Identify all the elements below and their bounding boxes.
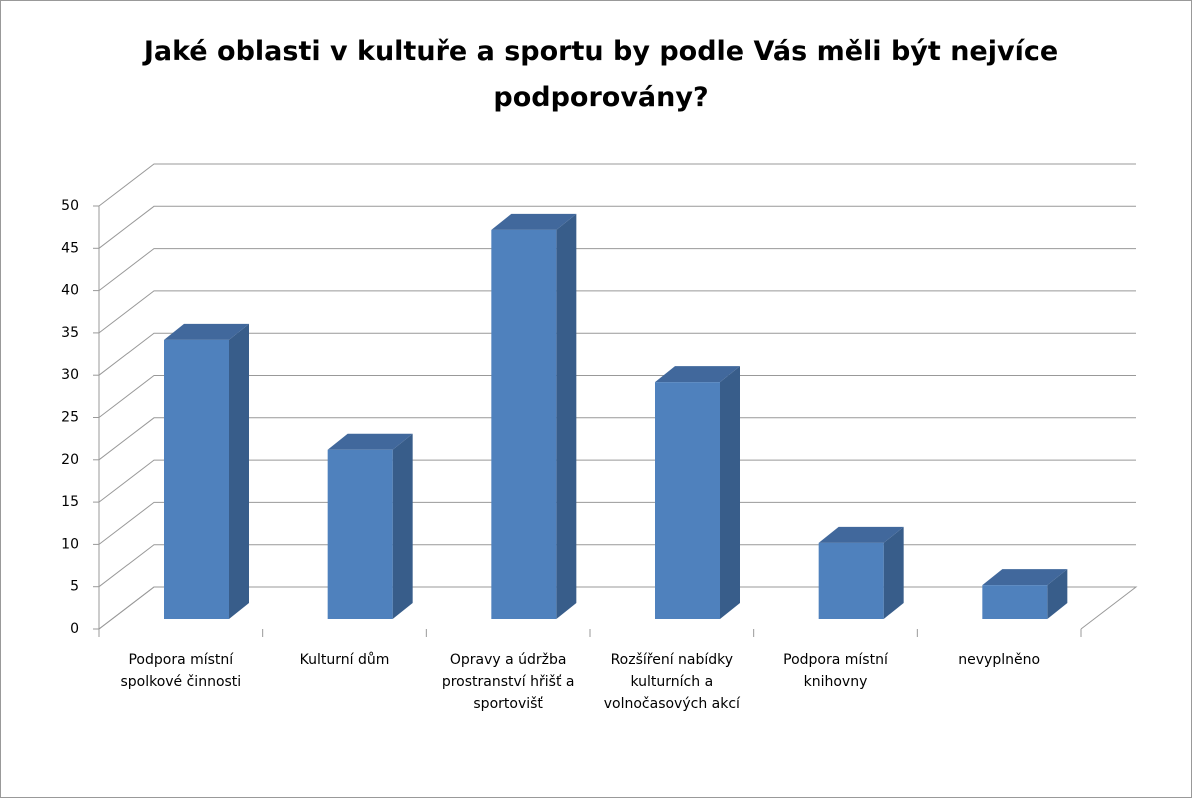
- bar-face: [327, 449, 393, 619]
- x-tick-label: Opravy a údržba prostranství hřišť a spo…: [441, 652, 575, 712]
- x-tick-label: Rozšíření nabídky kulturních a volnočaso…: [603, 652, 740, 712]
- grid-line: [98, 501, 1136, 545]
- bar: [327, 433, 413, 619]
- bar-face: [491, 213, 577, 230]
- bar: [818, 526, 904, 619]
- grid-line: [98, 205, 1136, 249]
- y-tick-label: 15: [61, 494, 79, 510]
- bar-face: [883, 526, 904, 619]
- grid-line: [98, 290, 1136, 334]
- x-tick-label: nevyplněno: [958, 652, 1041, 668]
- bar-face: [655, 382, 720, 619]
- grid-line: [98, 586, 1136, 630]
- bar-face: [818, 526, 904, 543]
- grid-line: [98, 375, 1136, 418]
- bar-face: [655, 366, 740, 383]
- y-tick-label: 10: [61, 536, 79, 552]
- y-tick-label: 25: [61, 410, 79, 426]
- bar-face: [327, 433, 413, 450]
- bar-face: [556, 213, 577, 619]
- bar-face: [818, 542, 884, 619]
- grid-line: [98, 417, 1136, 461]
- x-tick-label: Podpora místní knihovny: [783, 652, 888, 690]
- y-tick-label: 0: [70, 621, 79, 637]
- bar-face: [164, 323, 249, 340]
- x-tick-label: Kulturní dům: [299, 652, 390, 668]
- y-tick-label: 45: [61, 240, 79, 256]
- y-tick-label: 20: [61, 452, 79, 468]
- bar: [655, 366, 740, 619]
- bar-face: [982, 585, 1048, 619]
- bar-face: [1047, 569, 1068, 619]
- bar-face: [392, 433, 413, 619]
- bar: [982, 569, 1068, 619]
- grid-line: [98, 459, 1136, 503]
- floor: [98, 586, 1138, 630]
- grid-line: [98, 544, 1136, 588]
- y-tick-label: 40: [61, 283, 79, 299]
- grid-line: [98, 163, 1136, 207]
- bar: [164, 323, 249, 619]
- bar: [491, 213, 577, 619]
- bar-face: [164, 339, 229, 619]
- chart-title: Jaké oblasti v kultuře a sportu by podle…: [143, 36, 1059, 113]
- grid-line: [98, 332, 1136, 376]
- grid-line: [98, 248, 1136, 291]
- y-tick-label: 30: [61, 367, 79, 383]
- bar-face: [720, 366, 740, 619]
- y-tick-label: 50: [61, 198, 79, 214]
- x-tick-label: Podpora místní spolkové činnosti: [120, 652, 242, 690]
- bar-face: [229, 323, 249, 619]
- bar-face: [491, 229, 557, 619]
- y-tick-label: 35: [61, 325, 79, 341]
- bar-face: [982, 569, 1068, 586]
- y-tick-label: 5: [70, 579, 79, 595]
